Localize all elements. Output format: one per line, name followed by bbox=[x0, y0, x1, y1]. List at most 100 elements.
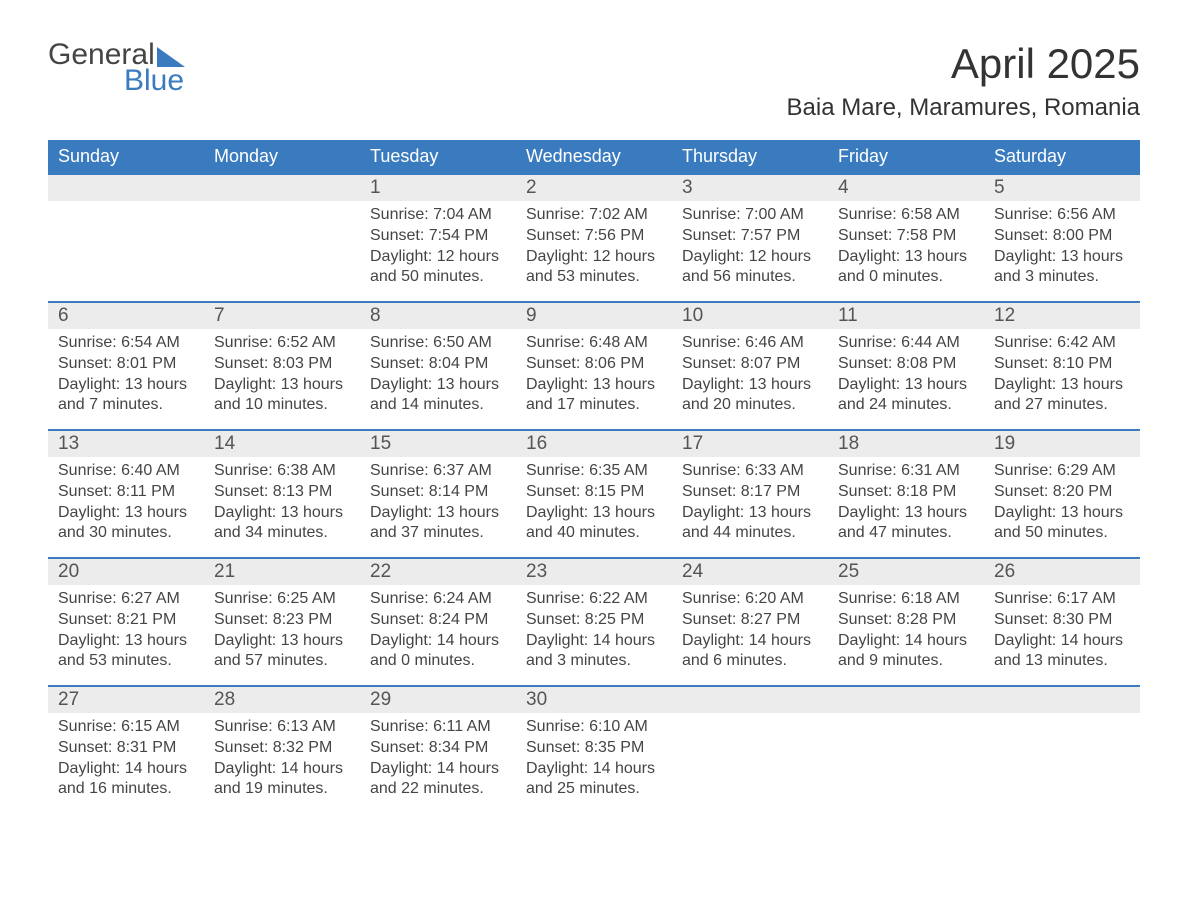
day-number: 19 bbox=[984, 431, 1140, 457]
calendar-cell: 14Sunrise: 6:38 AMSunset: 8:13 PMDayligh… bbox=[204, 429, 360, 557]
calendar-cell: 28Sunrise: 6:13 AMSunset: 8:32 PMDayligh… bbox=[204, 685, 360, 813]
calendar-week-row: 13Sunrise: 6:40 AMSunset: 8:11 PMDayligh… bbox=[48, 429, 1140, 557]
day-content: Sunrise: 6:33 AMSunset: 8:17 PMDaylight:… bbox=[672, 457, 828, 554]
day-content: Sunrise: 6:48 AMSunset: 8:06 PMDaylight:… bbox=[516, 329, 672, 426]
sunset-text: Sunset: 8:15 PM bbox=[526, 482, 662, 503]
day-content: Sunrise: 6:31 AMSunset: 8:18 PMDaylight:… bbox=[828, 457, 984, 554]
sunrise-text: Sunrise: 6:37 AM bbox=[370, 461, 506, 482]
weekday-header: Monday bbox=[204, 140, 360, 173]
sunrise-text: Sunrise: 6:50 AM bbox=[370, 333, 506, 354]
day-number: 9 bbox=[516, 303, 672, 329]
daylight-text: Daylight: 14 hours and 9 minutes. bbox=[838, 631, 974, 673]
calendar-cell: 20Sunrise: 6:27 AMSunset: 8:21 PMDayligh… bbox=[48, 557, 204, 685]
daylight-text: Daylight: 13 hours and 34 minutes. bbox=[214, 503, 350, 545]
day-content: Sunrise: 6:52 AMSunset: 8:03 PMDaylight:… bbox=[204, 329, 360, 426]
header: General Blue April 2025 Baia Mare, Maram… bbox=[48, 40, 1140, 122]
day-content: Sunrise: 6:13 AMSunset: 8:32 PMDaylight:… bbox=[204, 713, 360, 810]
weekday-header: Saturday bbox=[984, 140, 1140, 173]
sunset-text: Sunset: 7:54 PM bbox=[370, 226, 506, 247]
day-content: Sunrise: 6:50 AMSunset: 8:04 PMDaylight:… bbox=[360, 329, 516, 426]
day-content bbox=[672, 713, 828, 727]
day-content: Sunrise: 6:22 AMSunset: 8:25 PMDaylight:… bbox=[516, 585, 672, 682]
sunrise-text: Sunrise: 6:29 AM bbox=[994, 461, 1130, 482]
sunset-text: Sunset: 8:30 PM bbox=[994, 610, 1130, 631]
title-block: April 2025 Baia Mare, Maramures, Romania bbox=[787, 40, 1140, 122]
day-number: 5 bbox=[984, 175, 1140, 201]
calendar-cell: 25Sunrise: 6:18 AMSunset: 8:28 PMDayligh… bbox=[828, 557, 984, 685]
calendar-cell: 15Sunrise: 6:37 AMSunset: 8:14 PMDayligh… bbox=[360, 429, 516, 557]
calendar-cell: 24Sunrise: 6:20 AMSunset: 8:27 PMDayligh… bbox=[672, 557, 828, 685]
day-content: Sunrise: 6:17 AMSunset: 8:30 PMDaylight:… bbox=[984, 585, 1140, 682]
weekday-header: Friday bbox=[828, 140, 984, 173]
sunset-text: Sunset: 8:03 PM bbox=[214, 354, 350, 375]
calendar-cell bbox=[48, 173, 204, 301]
day-number: 2 bbox=[516, 175, 672, 201]
sunset-text: Sunset: 8:14 PM bbox=[370, 482, 506, 503]
sunset-text: Sunset: 8:13 PM bbox=[214, 482, 350, 503]
daylight-text: Daylight: 13 hours and 0 minutes. bbox=[838, 247, 974, 289]
sunrise-text: Sunrise: 6:48 AM bbox=[526, 333, 662, 354]
daylight-text: Daylight: 14 hours and 19 minutes. bbox=[214, 759, 350, 801]
sunrise-text: Sunrise: 6:25 AM bbox=[214, 589, 350, 610]
day-content: Sunrise: 6:10 AMSunset: 8:35 PMDaylight:… bbox=[516, 713, 672, 810]
daylight-text: Daylight: 13 hours and 30 minutes. bbox=[58, 503, 194, 545]
sunrise-text: Sunrise: 6:46 AM bbox=[682, 333, 818, 354]
day-number bbox=[672, 687, 828, 713]
sunset-text: Sunset: 8:04 PM bbox=[370, 354, 506, 375]
sunset-text: Sunset: 8:24 PM bbox=[370, 610, 506, 631]
sunset-text: Sunset: 8:28 PM bbox=[838, 610, 974, 631]
day-content: Sunrise: 7:00 AMSunset: 7:57 PMDaylight:… bbox=[672, 201, 828, 298]
day-number bbox=[984, 687, 1140, 713]
calendar-cell: 18Sunrise: 6:31 AMSunset: 8:18 PMDayligh… bbox=[828, 429, 984, 557]
daylight-text: Daylight: 13 hours and 53 minutes. bbox=[58, 631, 194, 673]
sunrise-text: Sunrise: 6:40 AM bbox=[58, 461, 194, 482]
day-content: Sunrise: 6:44 AMSunset: 8:08 PMDaylight:… bbox=[828, 329, 984, 426]
day-number: 12 bbox=[984, 303, 1140, 329]
day-content: Sunrise: 6:20 AMSunset: 8:27 PMDaylight:… bbox=[672, 585, 828, 682]
sunset-text: Sunset: 7:58 PM bbox=[838, 226, 974, 247]
day-number: 13 bbox=[48, 431, 204, 457]
daylight-text: Daylight: 13 hours and 44 minutes. bbox=[682, 503, 818, 545]
day-number: 22 bbox=[360, 559, 516, 585]
daylight-text: Daylight: 13 hours and 40 minutes. bbox=[526, 503, 662, 545]
daylight-text: Daylight: 14 hours and 22 minutes. bbox=[370, 759, 506, 801]
day-number bbox=[48, 175, 204, 201]
weekday-header: Wednesday bbox=[516, 140, 672, 173]
day-content: Sunrise: 6:29 AMSunset: 8:20 PMDaylight:… bbox=[984, 457, 1140, 554]
calendar-cell: 1Sunrise: 7:04 AMSunset: 7:54 PMDaylight… bbox=[360, 173, 516, 301]
calendar-cell: 12Sunrise: 6:42 AMSunset: 8:10 PMDayligh… bbox=[984, 301, 1140, 429]
sunset-text: Sunset: 8:25 PM bbox=[526, 610, 662, 631]
day-number: 21 bbox=[204, 559, 360, 585]
calendar-cell: 23Sunrise: 6:22 AMSunset: 8:25 PMDayligh… bbox=[516, 557, 672, 685]
day-number: 23 bbox=[516, 559, 672, 585]
calendar-cell: 29Sunrise: 6:11 AMSunset: 8:34 PMDayligh… bbox=[360, 685, 516, 813]
sunset-text: Sunset: 8:27 PM bbox=[682, 610, 818, 631]
calendar-cell bbox=[672, 685, 828, 813]
sunrise-text: Sunrise: 6:10 AM bbox=[526, 717, 662, 738]
day-content: Sunrise: 6:38 AMSunset: 8:13 PMDaylight:… bbox=[204, 457, 360, 554]
day-number: 16 bbox=[516, 431, 672, 457]
sunset-text: Sunset: 8:07 PM bbox=[682, 354, 818, 375]
calendar-cell: 4Sunrise: 6:58 AMSunset: 7:58 PMDaylight… bbox=[828, 173, 984, 301]
calendar-cell: 6Sunrise: 6:54 AMSunset: 8:01 PMDaylight… bbox=[48, 301, 204, 429]
day-number: 20 bbox=[48, 559, 204, 585]
day-number: 29 bbox=[360, 687, 516, 713]
day-content bbox=[828, 713, 984, 727]
daylight-text: Daylight: 13 hours and 20 minutes. bbox=[682, 375, 818, 417]
day-content: Sunrise: 6:54 AMSunset: 8:01 PMDaylight:… bbox=[48, 329, 204, 426]
day-number: 4 bbox=[828, 175, 984, 201]
day-number: 6 bbox=[48, 303, 204, 329]
daylight-text: Daylight: 14 hours and 3 minutes. bbox=[526, 631, 662, 673]
sunset-text: Sunset: 8:23 PM bbox=[214, 610, 350, 631]
daylight-text: Daylight: 14 hours and 0 minutes. bbox=[370, 631, 506, 673]
calendar-cell: 30Sunrise: 6:10 AMSunset: 8:35 PMDayligh… bbox=[516, 685, 672, 813]
sunrise-text: Sunrise: 7:02 AM bbox=[526, 205, 662, 226]
sunrise-text: Sunrise: 6:22 AM bbox=[526, 589, 662, 610]
daylight-text: Daylight: 13 hours and 57 minutes. bbox=[214, 631, 350, 673]
calendar-cell: 19Sunrise: 6:29 AMSunset: 8:20 PMDayligh… bbox=[984, 429, 1140, 557]
sunset-text: Sunset: 8:08 PM bbox=[838, 354, 974, 375]
sunrise-text: Sunrise: 6:56 AM bbox=[994, 205, 1130, 226]
day-content bbox=[48, 201, 204, 215]
calendar-cell: 16Sunrise: 6:35 AMSunset: 8:15 PMDayligh… bbox=[516, 429, 672, 557]
sunrise-text: Sunrise: 6:15 AM bbox=[58, 717, 194, 738]
